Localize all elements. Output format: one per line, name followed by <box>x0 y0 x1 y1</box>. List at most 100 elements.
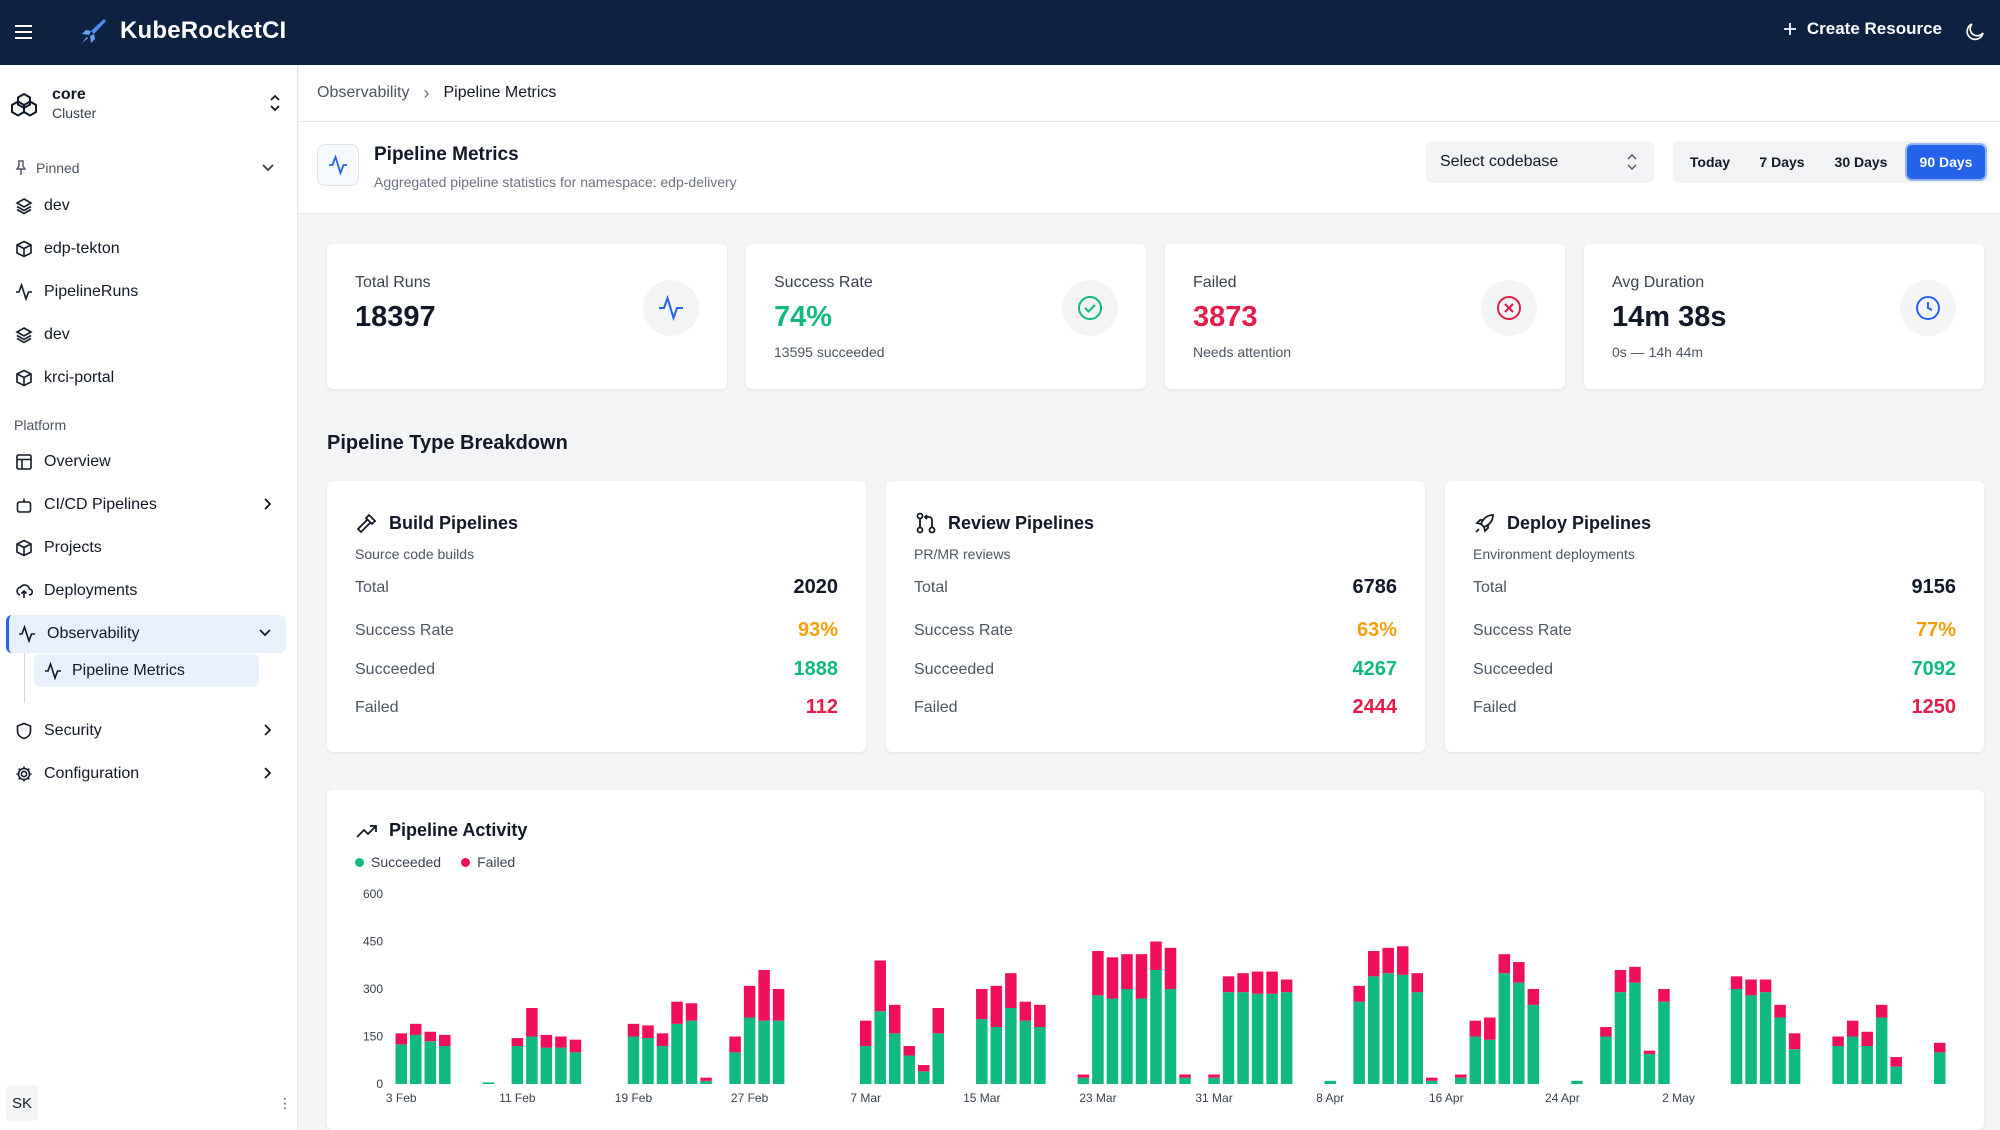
range-7-days-button[interactable]: 7 Days <box>1759 154 1805 170</box>
pinned-item-krci-portal[interactable]: krci-portal <box>6 359 286 397</box>
bar-failed[interactable] <box>1643 1050 1656 1054</box>
bar-failed[interactable] <box>1600 1027 1612 1037</box>
bar-failed[interactable] <box>424 1031 437 1042</box>
bar-succeeded[interactable] <box>1600 1036 1612 1085</box>
bar-failed[interactable] <box>1121 954 1133 989</box>
bar-failed[interactable] <box>1367 951 1380 977</box>
bar-failed[interactable] <box>1426 1077 1438 1081</box>
cluster-switcher[interactable]: core Cluster <box>10 83 288 127</box>
nav-deployments[interactable]: Deployments <box>6 572 286 610</box>
bar-failed[interactable] <box>1005 973 1017 1008</box>
nav-overview[interactable]: Overview <box>6 443 286 481</box>
bar-failed[interactable] <box>758 970 770 1021</box>
bar-succeeded[interactable] <box>1266 993 1278 1084</box>
bar-succeeded[interactable] <box>1222 992 1235 1084</box>
bar-succeeded[interactable] <box>1426 1080 1438 1084</box>
nav-pipeline-metrics[interactable]: Pipeline Metrics <box>34 654 259 687</box>
pinned-item-edp-tekton[interactable]: edp-tekton <box>6 230 286 268</box>
bar-failed[interactable] <box>1019 1001 1032 1021</box>
bar-failed[interactable] <box>1730 976 1743 989</box>
bar-failed[interactable] <box>555 1036 567 1048</box>
bar-succeeded[interactable] <box>1890 1066 1902 1084</box>
bar-succeeded[interactable] <box>1208 1077 1220 1084</box>
bar-succeeded[interactable] <box>1933 1052 1946 1084</box>
bar-succeeded[interactable] <box>410 1034 422 1084</box>
bar-failed[interactable] <box>439 1034 451 1046</box>
bar-succeeded[interactable] <box>1730 989 1743 1084</box>
nav-projects[interactable]: Projects <box>6 529 286 567</box>
bar-failed[interactable] <box>1411 973 1423 993</box>
bar-failed[interactable] <box>540 1034 553 1048</box>
bar-failed[interactable] <box>656 1033 669 1046</box>
range-today-button[interactable]: Today <box>1689 154 1731 170</box>
breadcrumb-observability[interactable]: Observability <box>317 84 410 101</box>
bar-failed[interactable] <box>1759 979 1772 993</box>
bar-failed[interactable] <box>671 1001 683 1024</box>
bar-succeeded[interactable] <box>642 1038 654 1084</box>
bar-succeeded[interactable] <box>1527 1004 1540 1084</box>
pinned-header[interactable]: Pinned <box>14 160 80 176</box>
bar-succeeded[interactable] <box>1875 1017 1888 1085</box>
bar-failed[interactable] <box>990 985 1003 1027</box>
bar-succeeded[interactable] <box>1469 1036 1482 1085</box>
bar-succeeded[interactable] <box>1324 1080 1336 1084</box>
nav-configuration[interactable]: Configuration <box>6 755 286 793</box>
bar-succeeded[interactable] <box>424 1041 437 1084</box>
bar-failed[interactable] <box>1455 1074 1467 1078</box>
bar-succeeded[interactable] <box>1121 989 1133 1084</box>
bar-succeeded[interactable] <box>874 1011 886 1084</box>
bar-failed[interactable] <box>1890 1057 1902 1067</box>
bar-failed[interactable] <box>1498 954 1511 974</box>
bar-succeeded[interactable] <box>700 1080 712 1084</box>
bar-succeeded[interactable] <box>1658 1001 1670 1084</box>
bar-failed[interactable] <box>1164 947 1177 989</box>
bar-succeeded[interactable] <box>976 1019 988 1084</box>
app-logo[interactable]: KubeRocketCI <box>78 16 286 46</box>
bar-succeeded[interactable] <box>1005 1008 1017 1084</box>
moon-icon[interactable] <box>1964 21 1986 43</box>
nav-security[interactable]: Security <box>6 712 286 750</box>
bar-failed[interactable] <box>1266 971 1278 994</box>
bar-failed[interactable] <box>976 989 988 1020</box>
bar-failed[interactable] <box>1179 1074 1191 1078</box>
bar-failed[interactable] <box>410 1023 422 1035</box>
bar-succeeded[interactable] <box>1571 1080 1583 1084</box>
bar-succeeded[interactable] <box>1077 1077 1090 1084</box>
bar-failed[interactable] <box>1614 970 1627 993</box>
bar-failed[interactable] <box>1396 946 1409 975</box>
bar-succeeded[interactable] <box>671 1023 683 1084</box>
bar-failed[interactable] <box>1034 1004 1046 1027</box>
bar-failed[interactable] <box>1382 947 1394 974</box>
bar-succeeded[interactable] <box>903 1055 915 1085</box>
bar-succeeded[interactable] <box>1150 970 1162 1084</box>
bar-failed[interactable] <box>874 960 886 1012</box>
user-avatar[interactable]: SK <box>6 1085 38 1121</box>
bar-succeeded[interactable] <box>1280 992 1293 1084</box>
bar-succeeded[interactable] <box>1513 982 1525 1084</box>
nav-observability[interactable]: Observability <box>6 615 286 653</box>
bar-failed[interactable] <box>1875 1004 1888 1018</box>
bar-failed[interactable] <box>859 1020 872 1046</box>
bar-failed[interactable] <box>1513 962 1525 983</box>
bar-succeeded[interactable] <box>918 1071 930 1084</box>
legend-failed[interactable]: Failed <box>461 854 515 870</box>
bar-failed[interactable] <box>1353 985 1365 1002</box>
bar-succeeded[interactable] <box>1484 1039 1496 1084</box>
bar-succeeded[interactable] <box>395 1044 408 1084</box>
bar-succeeded[interactable] <box>656 1046 669 1084</box>
bar-succeeded[interactable] <box>1179 1077 1191 1084</box>
bar-succeeded[interactable] <box>1092 995 1104 1084</box>
bar-failed[interactable] <box>511 1038 524 1046</box>
bar-succeeded[interactable] <box>511 1046 524 1084</box>
bar-succeeded[interactable] <box>1353 1001 1365 1084</box>
bar-succeeded[interactable] <box>685 1020 698 1084</box>
pinned-item-pipelineruns[interactable]: PipelineRuns <box>6 273 286 311</box>
bar-succeeded[interactable] <box>540 1047 553 1084</box>
bar-failed[interactable] <box>772 989 785 1021</box>
bar-succeeded[interactable] <box>1614 992 1627 1084</box>
codebase-select[interactable]: Select codebase <box>1426 141 1654 183</box>
bar-succeeded[interactable] <box>1774 1017 1786 1085</box>
bar-failed[interactable] <box>729 1036 741 1053</box>
range-90-days-button[interactable]: 90 Days <box>1907 145 1985 179</box>
bar-failed[interactable] <box>743 985 756 1018</box>
